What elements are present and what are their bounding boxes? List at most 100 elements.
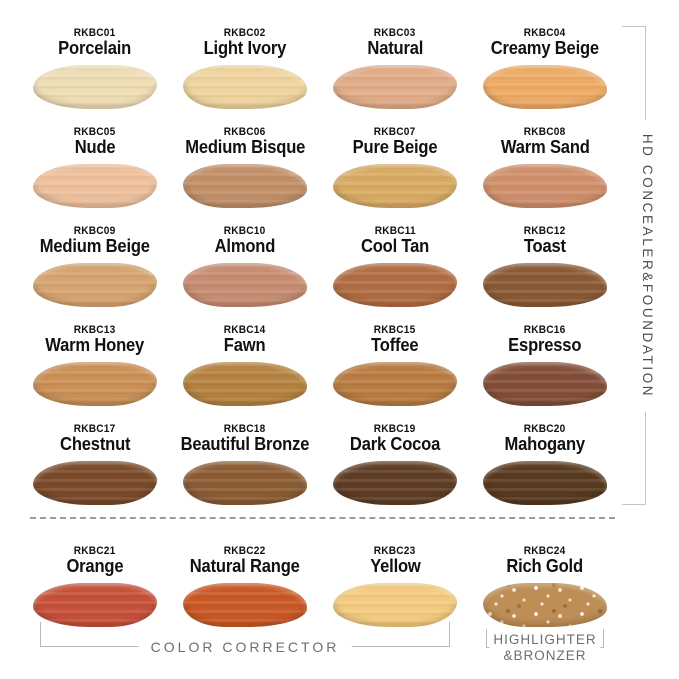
shade-name: Toffee [371, 335, 419, 355]
shade-code: RKBC12 [524, 225, 566, 237]
section-divider [30, 517, 615, 519]
shade-cell: RKBC06 Medium Bisque [170, 119, 320, 218]
shade-cell: RKBC02 Light Ivory [170, 20, 320, 119]
shade-name: Creamy Beige [490, 38, 600, 58]
shade-code: RKBC03 [374, 27, 416, 39]
shade-code: RKBC07 [374, 126, 416, 138]
shade-cell: RKBC23 Yellow [320, 538, 470, 637]
shade-cell: RKBC18 Beautiful Bronze [170, 416, 320, 515]
shade-code: RKBC06 [224, 126, 266, 138]
shade-swatch [33, 64, 157, 109]
shade-name: Dark Cocoa [349, 434, 441, 454]
shade-swatch [183, 582, 307, 627]
shade-cell: RKBC09 Medium Beige [20, 218, 170, 317]
shade-swatch [33, 582, 157, 627]
shade-swatch [483, 262, 607, 307]
shade-swatch [183, 361, 307, 406]
shade-code: RKBC16 [524, 324, 566, 336]
shade-code: RKBC24 [524, 545, 566, 557]
shade-cell: RKBC17 Chestnut [20, 416, 170, 515]
color-corrector-label: COLOR CORRECTOR [138, 639, 352, 655]
shade-swatch [333, 460, 457, 505]
highlighter-bronzer-label: HIGHLIGHTER &BRONZER [489, 632, 601, 664]
shade-name: Medium Bisque [184, 137, 305, 157]
shade-cell: RKBC07 Pure Beige [320, 119, 470, 218]
shade-swatch [33, 460, 157, 505]
shade-cell: RKBC13 Warm Honey [20, 317, 170, 416]
shade-name: Espresso [508, 335, 582, 355]
shade-cell: RKBC11 Cool Tan [320, 218, 470, 317]
shade-code: RKBC23 [374, 545, 416, 557]
shade-name: Natural [367, 38, 423, 58]
shade-swatch [33, 163, 157, 208]
shade-swatch [183, 460, 307, 505]
shade-name: Rich Gold [506, 556, 584, 576]
shade-swatch [333, 64, 457, 109]
shade-cell: RKBC14 Fawn [170, 317, 320, 416]
shade-code: RKBC18 [224, 423, 266, 435]
hd-concealer-foundation-label: HD CONCEALER&FOUNDATION [640, 119, 655, 412]
shade-swatch [483, 460, 607, 505]
shade-name: Porcelain [58, 38, 132, 58]
shade-swatch [483, 361, 607, 406]
shade-cell: RKBC19 Dark Cocoa [320, 416, 470, 515]
color-corrector-bracket: COLOR CORRECTOR [40, 622, 450, 655]
shade-code: RKBC08 [524, 126, 566, 138]
shade-code: RKBC22 [224, 545, 266, 557]
shade-name: Nude [74, 137, 116, 157]
shade-cell: RKBC20 Mahogany [470, 416, 620, 515]
shade-name: Chestnut [59, 434, 131, 454]
shade-name: Beautiful Bronze [180, 434, 310, 454]
shade-cell: RKBC04 Creamy Beige [470, 20, 620, 119]
shade-code: RKBC05 [74, 126, 116, 138]
shade-code: RKBC04 [524, 27, 566, 39]
shade-cell: RKBC12 Toast [470, 218, 620, 317]
shade-swatch [333, 262, 457, 307]
shade-swatch [183, 163, 307, 208]
hd-concealer-foundation-bracket: HD CONCEALER&FOUNDATION [622, 26, 655, 505]
shade-name: Cool Tan [360, 236, 430, 256]
highlighter-label-line1: HIGHLIGHTER [493, 632, 597, 648]
shade-swatch [333, 361, 457, 406]
shade-name: Yellow [369, 556, 421, 576]
shade-name: Orange [66, 556, 124, 576]
shade-cell: RKBC03 Natural [320, 20, 470, 119]
shade-name: Warm Sand [500, 137, 590, 157]
shade-cell: RKBC10 Almond [170, 218, 320, 317]
shade-code: RKBC17 [74, 423, 116, 435]
shade-swatch [333, 582, 457, 627]
shade-code: RKBC11 [374, 225, 416, 237]
shade-code: RKBC14 [224, 324, 266, 336]
corrector-bronzer-grid: RKBC21 Orange RKBC22 Natural Range RKBC2… [20, 538, 620, 637]
shade-code: RKBC15 [374, 324, 416, 336]
shade-code: RKBC02 [224, 27, 266, 39]
shade-swatch [183, 262, 307, 307]
shade-name: Fawn [224, 335, 266, 355]
shade-code: RKBC01 [74, 27, 116, 39]
shade-swatch [33, 262, 157, 307]
shade-code: RKBC21 [74, 545, 116, 557]
shade-name: Medium Beige [39, 236, 151, 256]
shade-cell: RKBC21 Orange [20, 538, 170, 637]
shade-name: Pure Beige [352, 137, 438, 157]
shade-cell: RKBC05 Nude [20, 119, 170, 218]
shade-swatch [333, 163, 457, 208]
shade-swatch [483, 64, 607, 109]
shade-name: Light Ivory [203, 38, 287, 58]
shade-code: RKBC10 [224, 225, 266, 237]
shade-swatch [483, 163, 607, 208]
shade-code: RKBC13 [74, 324, 116, 336]
highlighter-bronzer-bracket: HIGHLIGHTER &BRONZER [486, 629, 604, 664]
shade-code: RKBC19 [374, 423, 416, 435]
shade-cell: RKBC24 Rich Gold [470, 538, 620, 637]
shade-name: Natural Range [190, 556, 300, 576]
shade-cell: RKBC01 Porcelain [20, 20, 170, 119]
shade-name: Almond [214, 236, 276, 256]
shade-cell: RKBC22 Natural Range [170, 538, 320, 637]
shade-name: Toast [523, 236, 567, 256]
highlighter-label-line2: &BRONZER [503, 648, 587, 664]
shade-swatch [183, 64, 307, 109]
shade-swatch [33, 361, 157, 406]
shade-name: Mahogany [504, 434, 586, 454]
